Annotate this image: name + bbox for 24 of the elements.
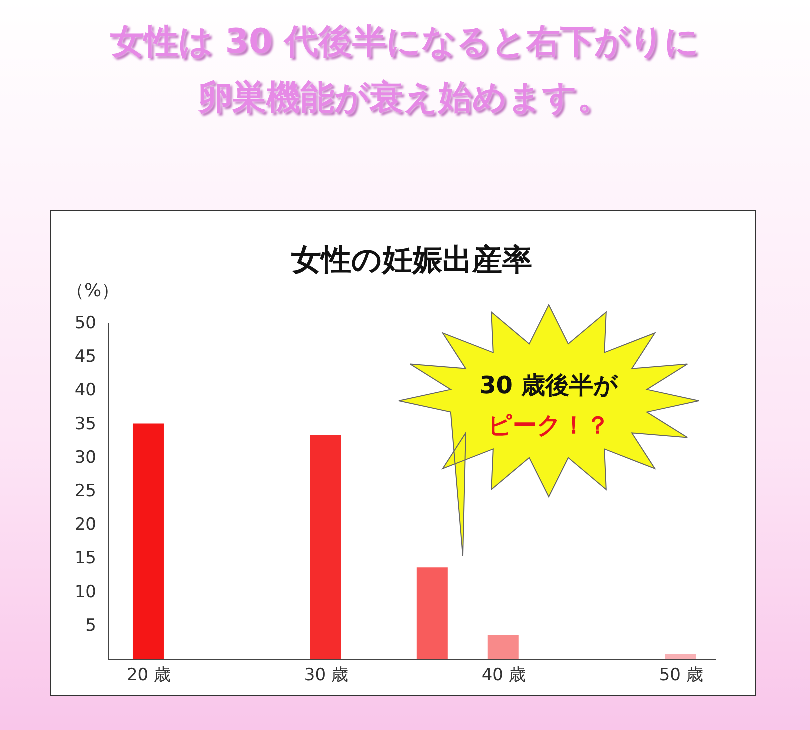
chart-subtitle: 女性の妊娠出産率 [290, 243, 532, 278]
bar [310, 435, 342, 659]
y-tick-label: 10 [74, 582, 96, 602]
y-tick-label: 50 [74, 314, 96, 334]
y-tick-label: 25 [74, 482, 96, 502]
x-tick-label: 50 歳 [659, 666, 704, 686]
bar [488, 635, 519, 659]
annotation: 30 歳後半が [480, 372, 618, 400]
annotation: ピーク！？ [488, 412, 610, 440]
y-tick-label: 40 [74, 380, 96, 401]
bar [132, 424, 164, 659]
bar [416, 568, 448, 659]
x-tick-label: 30 歳 [304, 666, 348, 686]
x-tick-label: 20 歳 [126, 666, 172, 686]
y-tick-label: 30 [74, 448, 96, 468]
x-tick-label: 40 歳 [482, 666, 526, 686]
y-tick-label: 15 [74, 548, 96, 569]
y-tick-label: 45 [74, 347, 96, 368]
y-tick-label: 35 [74, 414, 96, 434]
bar [665, 654, 696, 659]
chart-title: 女性は 30 代後半になると右下がりに卵巣機能が衰え始めます。 [110, 21, 700, 120]
y-axis-title: （%） [66, 280, 120, 302]
y-tick-label: 20 [74, 515, 96, 536]
y-tick-label: 5 [86, 616, 96, 636]
